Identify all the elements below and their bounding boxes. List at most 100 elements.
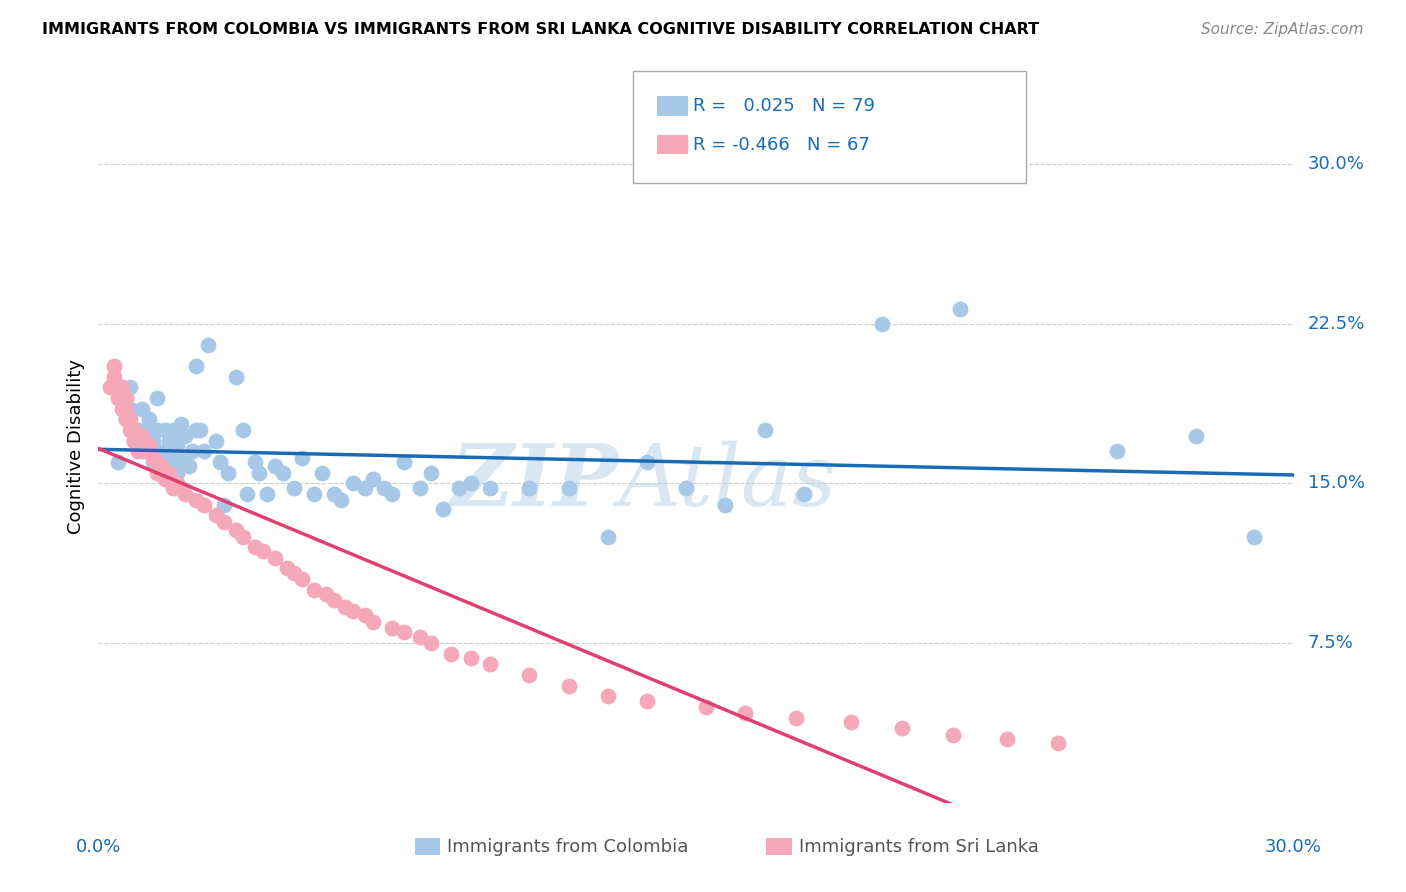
Point <box>115 401 138 416</box>
Point <box>479 481 502 495</box>
Point <box>283 566 305 580</box>
Point <box>150 466 173 480</box>
Point <box>557 679 579 693</box>
Point <box>247 466 270 480</box>
Text: R =   0.025   N = 79: R = 0.025 N = 79 <box>693 97 875 115</box>
Point <box>322 487 344 501</box>
Point <box>173 487 195 501</box>
Point <box>107 391 129 405</box>
Point <box>447 481 470 495</box>
Point <box>232 529 254 543</box>
Text: 22.5%: 22.5% <box>1308 315 1365 333</box>
Point <box>111 380 134 394</box>
Point <box>942 728 965 742</box>
Point <box>157 455 180 469</box>
Point <box>127 423 149 437</box>
Point <box>146 444 169 458</box>
Point <box>153 423 176 437</box>
Point <box>197 338 219 352</box>
Point <box>460 476 482 491</box>
Point <box>409 481 432 495</box>
Point <box>173 450 195 465</box>
Point <box>1107 444 1129 458</box>
Point <box>118 423 141 437</box>
Point <box>98 380 121 394</box>
Point <box>103 359 125 373</box>
Point <box>170 481 193 495</box>
Point <box>177 459 200 474</box>
Point <box>949 301 972 316</box>
Point <box>890 721 912 735</box>
Point <box>111 401 134 416</box>
Text: Source: ZipAtlas.com: Source: ZipAtlas.com <box>1201 22 1364 37</box>
Point <box>217 466 239 480</box>
Point <box>157 466 180 480</box>
Point <box>186 359 208 373</box>
Point <box>361 472 384 486</box>
Point <box>162 423 184 437</box>
Point <box>122 434 145 448</box>
Point <box>170 455 193 469</box>
Point <box>460 651 482 665</box>
Point <box>839 714 862 729</box>
Point <box>342 476 364 491</box>
Point <box>997 731 1019 746</box>
Point <box>1243 529 1265 543</box>
Point <box>243 540 266 554</box>
Point <box>519 481 541 495</box>
Point <box>225 369 247 384</box>
Text: 7.5%: 7.5% <box>1308 634 1354 652</box>
Point <box>205 508 228 523</box>
Point <box>107 380 129 394</box>
Point <box>131 444 153 458</box>
Point <box>118 412 141 426</box>
Point <box>276 561 298 575</box>
Point <box>118 401 141 416</box>
Point <box>170 417 193 431</box>
Point <box>479 657 502 672</box>
Point <box>146 466 169 480</box>
Point <box>381 487 404 501</box>
Point <box>695 700 717 714</box>
Point <box>134 444 156 458</box>
Point <box>302 582 325 597</box>
Point <box>263 550 285 565</box>
Text: 30.0%: 30.0% <box>1308 154 1365 173</box>
Point <box>150 459 173 474</box>
Point <box>392 455 415 469</box>
Point <box>793 487 815 501</box>
Point <box>263 459 285 474</box>
Text: IMMIGRANTS FROM COLOMBIA VS IMMIGRANTS FROM SRI LANKA COGNITIVE DISABILITY CORRE: IMMIGRANTS FROM COLOMBIA VS IMMIGRANTS F… <box>42 22 1039 37</box>
Point <box>243 455 266 469</box>
Point <box>193 444 215 458</box>
Point <box>205 434 228 448</box>
Point <box>115 412 138 426</box>
Point <box>107 455 129 469</box>
Point <box>212 515 235 529</box>
Point <box>335 599 357 614</box>
Point <box>236 487 259 501</box>
Point <box>142 450 165 465</box>
Text: 30.0%: 30.0% <box>1265 838 1322 856</box>
Point <box>311 466 333 480</box>
Point <box>127 444 149 458</box>
Point <box>115 391 138 405</box>
Point <box>131 429 153 443</box>
Point <box>870 317 893 331</box>
Point <box>153 472 176 486</box>
Point <box>596 529 619 543</box>
Y-axis label: Cognitive Disability: Cognitive Disability <box>66 359 84 533</box>
Point <box>636 455 658 469</box>
Point <box>173 429 195 443</box>
Point <box>188 423 211 437</box>
Point <box>166 466 188 480</box>
Point <box>252 544 274 558</box>
Point <box>256 487 278 501</box>
Point <box>291 450 314 465</box>
Point <box>420 466 443 480</box>
Point <box>354 481 377 495</box>
Point <box>146 455 169 469</box>
Point <box>166 476 188 491</box>
Point <box>361 615 384 629</box>
Point <box>225 523 247 537</box>
